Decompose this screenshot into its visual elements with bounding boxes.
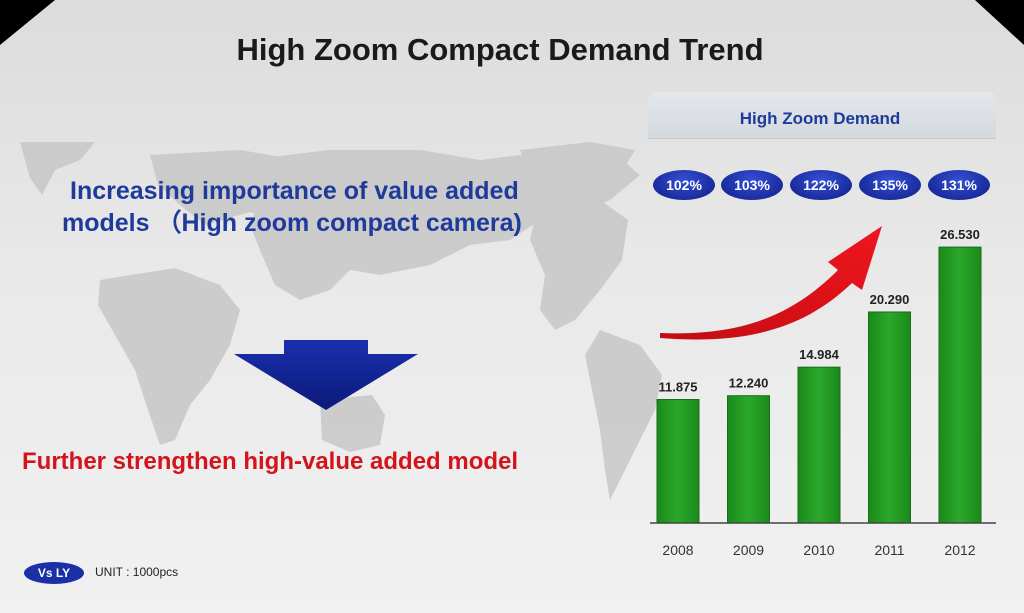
statement-line-1: Increasing importance of value added <box>70 177 519 205</box>
down-arrow-icon <box>234 340 418 410</box>
x-tick-2009: 2009 <box>733 542 764 558</box>
yoy-badge-2008: 102% <box>653 170 715 200</box>
x-tick-2008: 2008 <box>662 542 693 558</box>
vs-ly-badge: Vs LY <box>24 562 84 584</box>
value-added-statement: Increasing importance of value added mod… <box>62 175 642 239</box>
yoy-badge-2011: 135% <box>859 170 921 200</box>
yoy-badge-2010: 122% <box>790 170 852 200</box>
bar-2008 <box>656 399 700 524</box>
value-label-2009: 12.240 <box>729 376 769 391</box>
value-label-2012: 26.530 <box>940 227 980 242</box>
yoy-badge-2009: 103% <box>721 170 783 200</box>
bar-2010 <box>797 366 841 524</box>
bar-2011 <box>868 311 911 524</box>
bar-2009 <box>727 395 770 524</box>
value-label-2008: 11.875 <box>658 380 697 395</box>
value-label-2010: 14.984 <box>799 347 840 362</box>
x-tick-2012: 2012 <box>944 542 975 558</box>
x-tick-2011: 2011 <box>874 542 904 558</box>
chart-header-panel <box>648 92 996 139</box>
bar-2012 <box>938 246 982 524</box>
chart-title: High Zoom Demand <box>739 109 901 128</box>
growth-arrow-icon <box>660 226 882 340</box>
unit-label: UNIT : 1000pcs <box>95 565 179 579</box>
conclusion-text: Further strengthen high-value added mode… <box>22 448 519 475</box>
value-label-2011: 20.290 <box>870 292 910 307</box>
x-tick-2010: 2010 <box>803 542 834 558</box>
statement-line-2: models （High zoom compact camera) <box>62 209 522 237</box>
slide-title: High Zoom Compact Demand Trend <box>236 32 764 67</box>
yoy-badge-2012: 131% <box>928 170 990 200</box>
